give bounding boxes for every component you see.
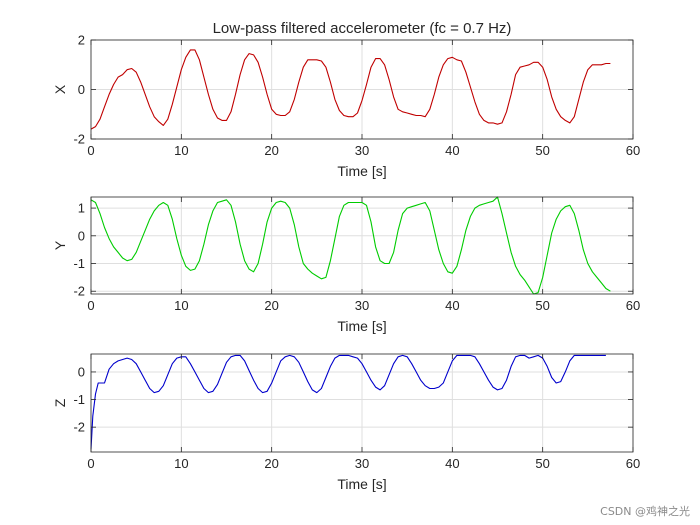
y-tick-label: 0: [78, 228, 85, 243]
x-tick-label: 30: [355, 143, 369, 158]
y-tick-label: -1: [73, 392, 85, 407]
x-axis-label: Time [s]: [337, 476, 386, 492]
x-tick-label: 60: [626, 298, 640, 313]
y-axis-label: Z: [52, 398, 68, 407]
subplot-y: 0 10 20 30 40 50 60 -2 -1 0 1 Time [s] Y: [52, 196, 640, 334]
subplot-z: 0 10 20 30 40 50 60 -2 -1 0 Time [s] Z: [52, 353, 640, 492]
y-tick-label: 0: [78, 82, 85, 97]
y-tick-label: -1: [73, 256, 85, 271]
x-tick-label: 60: [626, 143, 640, 158]
x-tick-label: 50: [535, 298, 549, 313]
y-tick-label: -2: [73, 132, 85, 147]
series-line-y: [90, 196, 611, 295]
x-tick-label: 10: [174, 456, 188, 471]
series-line-x: [90, 49, 611, 130]
x-axis-label: Time [s]: [337, 163, 386, 179]
x-tick-label: 0: [87, 143, 94, 158]
x-axis-label: Time [s]: [337, 318, 386, 334]
x-tick-label: 50: [535, 143, 549, 158]
x-tick-label: 10: [174, 298, 188, 313]
x-tick-label: 40: [445, 298, 459, 313]
y-axis-label: X: [52, 84, 68, 94]
x-tick-label: 10: [174, 143, 188, 158]
x-tick-label: 0: [87, 298, 94, 313]
y-tick-label: 1: [78, 201, 85, 216]
x-tick-label: 40: [445, 456, 459, 471]
figure-title: Low-pass filtered accelerometer (fc = 0.…: [213, 20, 512, 37]
x-tick-label: 20: [264, 298, 278, 313]
x-tick-label: 40: [445, 143, 459, 158]
x-tick-label: 20: [264, 456, 278, 471]
x-tick-label: 30: [355, 456, 369, 471]
y-tick-label: 2: [78, 33, 85, 48]
x-tick-label: 20: [264, 143, 278, 158]
x-tick-label: 60: [626, 456, 640, 471]
series-line-z: [90, 354, 606, 450]
watermark: CSDN @鸡神之光: [600, 505, 690, 518]
y-axis-label: Y: [52, 240, 68, 250]
x-tick-label: 0: [87, 456, 94, 471]
y-tick-label: -2: [73, 420, 85, 435]
x-tick-label: 30: [355, 298, 369, 313]
x-tick-label: 50: [535, 456, 549, 471]
y-tick-label: -2: [73, 284, 85, 299]
y-tick-label: 0: [78, 364, 85, 379]
